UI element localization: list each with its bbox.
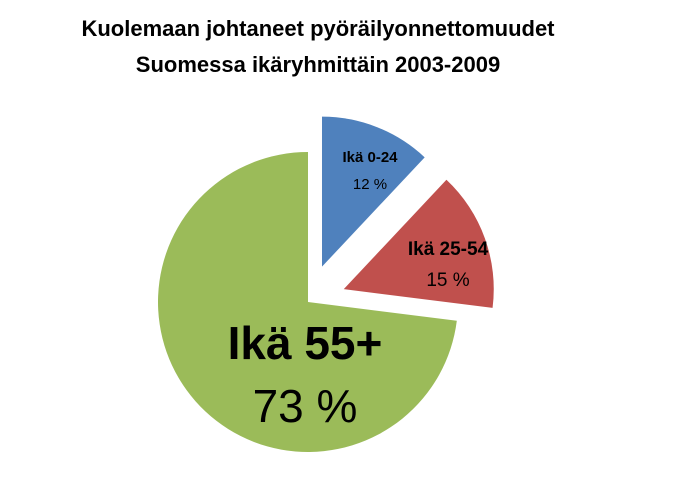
pie-slice bbox=[158, 152, 457, 452]
value-label: 73 % bbox=[253, 380, 358, 432]
slice-label: Ikä 25-54 bbox=[408, 239, 489, 260]
pie-slice bbox=[343, 179, 494, 308]
chart-title: Kuolemaan johtaneet pyöräilyonnettomuude… bbox=[81, 16, 555, 41]
value-label: 15 % bbox=[426, 270, 469, 291]
value-label: 12 % bbox=[353, 176, 387, 193]
pie-slice bbox=[321, 116, 425, 267]
slice-label: Ikä 0-24 bbox=[342, 149, 398, 166]
slice-label: Ikä 55+ bbox=[228, 317, 383, 369]
chart-title: Suomessa ikäryhmittäin 2003-2009 bbox=[136, 52, 500, 77]
